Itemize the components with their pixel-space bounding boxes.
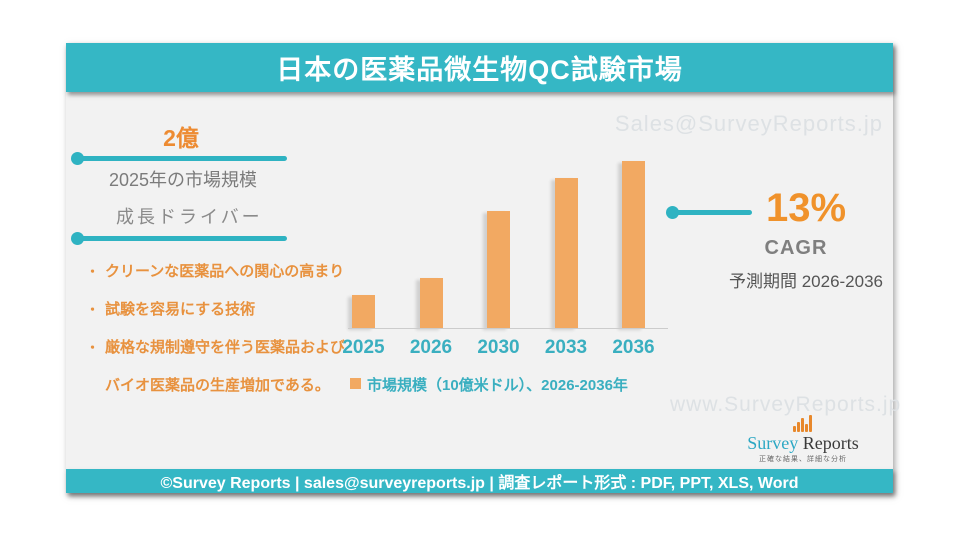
chart-column-2036: 2036 — [600, 161, 667, 360]
x-axis-tick-label: 2025 — [342, 337, 385, 358]
watermark-bottom: www.SurveyReports.jp — [670, 393, 902, 416]
divider-line-market-size — [78, 156, 287, 161]
slide-panel: 日本の医薬品微生物QC試験市場 Sales@SurveyReports.jp 2… — [66, 43, 900, 493]
growth-driver-item: クリーンな医薬品への関心の高まり — [86, 253, 352, 291]
bar-2030 — [487, 211, 510, 328]
logo-name: Survey Reports — [747, 433, 859, 454]
legend-marker-icon — [350, 378, 361, 389]
chart-column-2026: 2026 — [398, 161, 465, 360]
logo-name-primary: Survey — [747, 433, 799, 453]
divider-dot-market-size — [71, 152, 84, 165]
cagr-value: 13% — [765, 186, 847, 230]
cagr-pointer-dot — [666, 206, 679, 219]
x-axis-line — [348, 328, 668, 329]
chart-column-2033: 2033 — [533, 161, 600, 360]
bar-area — [419, 161, 443, 328]
growth-driver-item: 厳格な規制遵守を伴う医薬品およびバイオ医薬品の生産増加である。 — [86, 329, 352, 405]
market-size-value: 2億 — [163, 125, 199, 151]
growth-drivers-heading: 成長ドライバー — [116, 207, 263, 227]
logo-tagline: 正確な結果、詳細な分析 — [759, 456, 847, 463]
bar-2026 — [419, 278, 443, 328]
x-axis-tick-label: 2026 — [409, 337, 453, 358]
divider-line-drivers — [78, 236, 287, 241]
footer-bar: ©Survey Reports | sales@surveyreports.jp… — [66, 469, 893, 493]
chart-column-2025: 2025 — [330, 161, 397, 360]
bar-chart: 2025 2026 2030 2033 2036 — [330, 161, 667, 360]
bar-area — [352, 161, 375, 328]
cagr-period: 予測期間 2026-2036 — [728, 272, 884, 291]
cagr-pointer-line — [672, 210, 752, 215]
cagr-label: CAGR — [764, 237, 828, 259]
bar-2033 — [554, 178, 578, 328]
logo-name-secondary: Reports — [802, 433, 859, 453]
growth-drivers-list: クリーンな医薬品への関心の高まり試験を容易にする技術厳格な規制遵守を伴う医薬品お… — [86, 253, 352, 405]
chart-legend: 市場規模（10億米ドル）、2026-2036年 — [350, 374, 628, 395]
page-title: 日本の医薬品微生物QC試験市場 — [276, 55, 683, 85]
bar-area — [622, 161, 645, 328]
x-axis-tick-label: 2030 — [477, 337, 520, 358]
watermark-top: Sales@SurveyReports.jp — [614, 111, 883, 136]
bar-chart-icon — [793, 415, 813, 432]
survey-reports-logo: Survey Reports 正確な結果、詳細な分析 — [703, 415, 903, 464]
bar-2036 — [622, 161, 645, 328]
growth-driver-item: 試験を容易にする技術 — [86, 291, 352, 329]
market-size-label: 2025年の市場規模 — [109, 170, 258, 190]
footer-text: ©Survey Reports | sales@surveyreports.jp… — [160, 475, 799, 492]
chart-column-2030: 2030 — [465, 161, 532, 360]
x-axis-tick-label: 2036 — [612, 337, 655, 358]
divider-dot-drivers — [71, 232, 84, 245]
x-axis-tick-label: 2033 — [544, 337, 588, 358]
bar-area — [554, 161, 578, 328]
bar-area — [487, 161, 510, 328]
title-bar: 日本の医薬品微生物QC試験市場 — [66, 43, 893, 92]
bar-2025 — [352, 295, 375, 328]
legend-label: 市場規模（10億米ドル）、2026-2036年 — [367, 377, 628, 394]
